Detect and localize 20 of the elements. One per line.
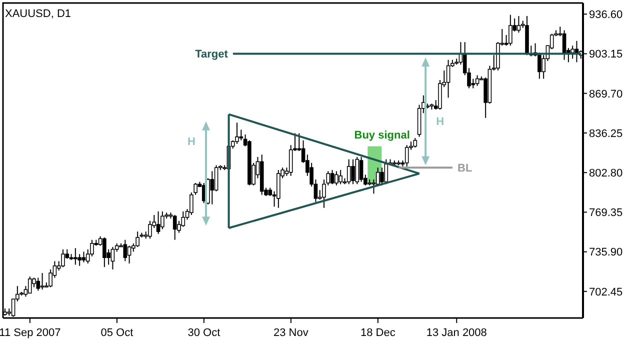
x-tick-label: 23 Nov [274,327,309,339]
ref-line-label: BL [458,162,472,175]
x-tick-label: 18 Dec [360,327,396,339]
y-tick-label: 936.60 [589,9,623,22]
x-tick-label: 30 Oct [188,327,220,339]
y-tick-label: 836.25 [589,128,623,140]
annotation: H [436,116,444,128]
y-tick-label: 903.15 [589,48,623,61]
y-tick-label: 735.90 [589,246,623,259]
ref-line-label: Target [195,48,228,61]
y-tick-label: 702.45 [589,286,623,298]
x-tick-label: 05 Oct [100,327,134,339]
annotation: H [188,136,196,148]
y-tick-label: 802.80 [589,167,623,180]
annotation: Buy signal [354,130,410,142]
x-tick-label: 13 Jan 2008 [426,327,487,339]
x-tick-label: 11 Sep 2007 [0,327,61,339]
y-tick-label: 769.35 [589,207,623,220]
y-tick-label: 869.70 [589,88,623,100]
text: XAUUSD, D1 [5,8,72,20]
